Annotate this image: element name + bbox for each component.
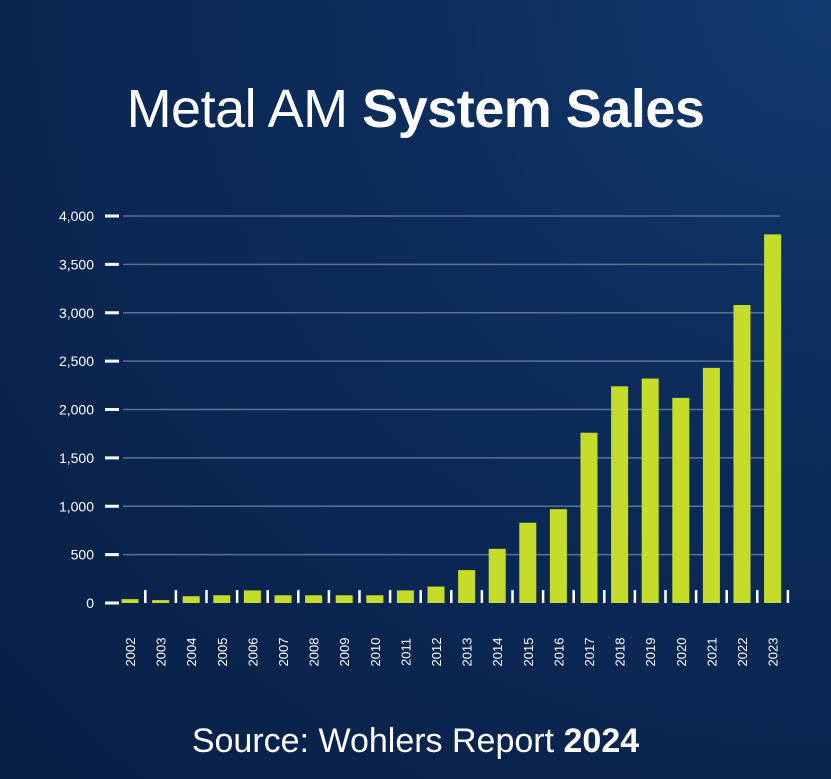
x-tick-label: 2005 bbox=[215, 638, 230, 667]
x-tick-label: 2008 bbox=[307, 638, 322, 667]
x-tick-label: 2019 bbox=[643, 638, 658, 667]
y-tick-label: 3,500 bbox=[59, 256, 94, 272]
bar bbox=[152, 600, 170, 603]
bar bbox=[427, 586, 445, 603]
bar bbox=[182, 596, 200, 603]
x-tick-label: 2011 bbox=[398, 638, 413, 666]
source-text: Source: Wohlers Report bbox=[191, 722, 555, 760]
bar bbox=[335, 595, 353, 603]
x-tick-label: 2003 bbox=[154, 638, 169, 667]
bar bbox=[549, 509, 567, 603]
bar bbox=[672, 397, 690, 603]
y-tick-label: 500 bbox=[71, 547, 95, 563]
x-tick-label: 2004 bbox=[184, 638, 199, 667]
x-tick-label: 2020 bbox=[674, 638, 689, 667]
bar bbox=[733, 305, 751, 603]
x-tick-label: 2007 bbox=[276, 638, 291, 667]
y-tick-label: 1,500 bbox=[59, 450, 94, 466]
bar bbox=[366, 595, 384, 603]
bar bbox=[243, 590, 261, 603]
y-tick-label: 2,000 bbox=[59, 402, 94, 418]
x-tick-label: 2016 bbox=[551, 638, 566, 667]
bar bbox=[305, 595, 323, 603]
x-tick-label: 2010 bbox=[368, 638, 383, 667]
bar bbox=[488, 548, 506, 603]
x-tick-label: 2012 bbox=[429, 638, 444, 667]
bar bbox=[580, 432, 598, 603]
y-tick-label: 4,000 bbox=[59, 208, 94, 224]
bar bbox=[611, 386, 629, 603]
title-bold: System Sales bbox=[362, 79, 705, 139]
bar bbox=[213, 595, 231, 603]
x-tick-label: 2023 bbox=[766, 638, 781, 667]
x-tick-label: 2022 bbox=[735, 638, 750, 667]
source-caption: Source: Wohlers Report 2024 bbox=[0, 722, 831, 761]
x-tick-label: 2013 bbox=[460, 638, 475, 667]
bar bbox=[519, 522, 537, 603]
bar bbox=[274, 595, 292, 603]
x-tick-label: 2002 bbox=[123, 638, 138, 667]
bar bbox=[121, 599, 139, 603]
bar bbox=[396, 590, 414, 603]
y-tick-label: 2,500 bbox=[59, 353, 94, 369]
x-tick-label: 2017 bbox=[582, 638, 597, 667]
chart-title: Metal AM System Sales bbox=[0, 78, 831, 140]
x-tick-label: 2015 bbox=[521, 638, 536, 667]
x-tick-label: 2009 bbox=[337, 638, 352, 667]
x-tick-label: 2021 bbox=[704, 638, 719, 667]
bar bbox=[702, 367, 720, 603]
bar bbox=[764, 234, 782, 603]
bar bbox=[641, 378, 659, 603]
x-tick-label: 2006 bbox=[245, 638, 260, 667]
x-tick-label: 2018 bbox=[613, 638, 628, 667]
source-year: 2024 bbox=[563, 722, 640, 760]
y-tick-label: 3,000 bbox=[59, 305, 94, 321]
x-tick-label: 2014 bbox=[490, 638, 505, 667]
title-light: Metal AM bbox=[126, 79, 349, 139]
bar bbox=[458, 570, 476, 603]
y-tick-label: 1,000 bbox=[59, 498, 94, 514]
y-tick-label: 0 bbox=[86, 595, 94, 611]
